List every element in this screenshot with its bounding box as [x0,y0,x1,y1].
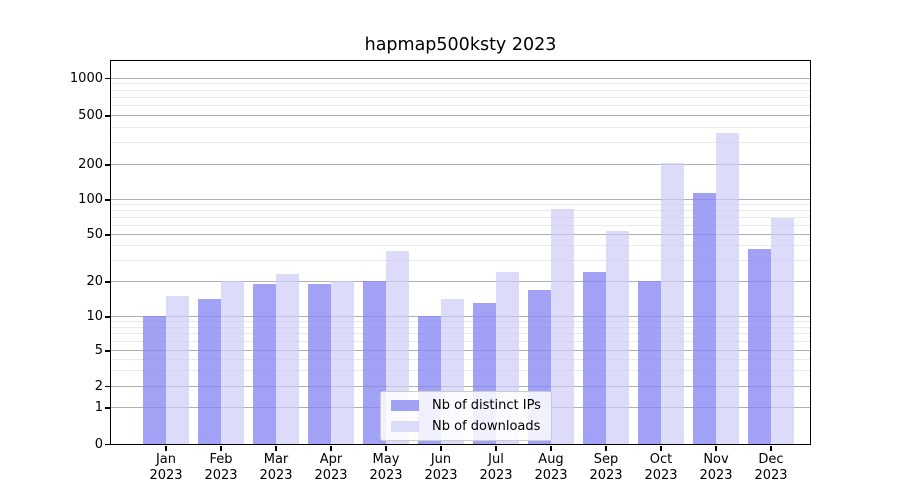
legend-swatch-distinct-ips-icon [391,400,419,411]
bar-downloads-dec [770,217,794,444]
gridline-minor [111,105,810,107]
x-tick-mark [440,446,442,451]
x-tick-label: Jul 2023 [479,451,513,484]
x-tick-label: Mar 2023 [259,451,293,484]
gridline-minor [111,224,810,226]
x-tick-mark [715,446,717,451]
y-tick-label: 5 [94,343,103,358]
x-tick-label: Dec 2023 [754,451,788,484]
legend-item-distinct-ips: Nb of distinct IPs [391,398,541,413]
y-tick-mark [105,164,110,166]
bar-downloads-jan [165,295,189,444]
y-tick-mark [105,443,110,446]
bar-downloads-mar [275,274,299,444]
x-tick-label: Feb 2023 [204,451,238,484]
bar-distinct-ips-dec [747,248,771,444]
bar-distinct-ips-nov [692,192,716,444]
y-tick-label: 50 [86,227,103,242]
plot-area [110,60,811,445]
y-tick-label: 500 [78,108,103,123]
gridline-minor [111,83,810,85]
y-tick-mark [105,407,110,409]
x-tick-label: Sep 2023 [589,451,623,484]
bar-distinct-ips-mar [252,284,276,444]
gridline-major [111,234,810,235]
y-tick-mark [105,316,110,318]
y-tick-mark [105,199,110,201]
y-tick-mark [105,350,110,352]
y-tick-mark [105,234,110,236]
bar-downloads-nov [715,133,739,444]
x-tick-mark [330,446,332,451]
x-tick-mark [385,446,387,451]
y-tick-label: 200 [78,157,103,172]
x-tick-mark [770,446,772,451]
legend-item-downloads: Nb of downloads [391,419,541,434]
y-tick-mark [105,77,110,80]
x-tick-label: Jan 2023 [149,451,183,484]
bar-downloads-feb [220,281,244,444]
gridline-minor [111,126,810,128]
gridline-major [111,77,810,79]
x-tick-label: May 2023 [369,451,403,484]
y-tick-mark [105,115,110,117]
bar-distinct-ips-oct [637,281,661,444]
x-tick-mark [220,446,222,451]
x-tick-label: Nov 2023 [699,451,733,484]
x-tick-label: Oct 2023 [644,451,678,484]
gridline-minor [111,204,810,206]
gridline-minor [111,210,810,212]
bar-downloads-oct [660,163,684,444]
x-tick-mark [660,446,662,451]
bar-downloads-sep [605,230,629,444]
x-tick-mark [275,446,277,451]
gridline-minor [111,96,810,98]
gridline-minor [111,142,810,144]
x-tick-mark [165,446,167,451]
x-tick-label: Jun 2023 [424,451,458,484]
gridline-major [111,164,810,165]
x-tick-mark [495,446,497,451]
bar-distinct-ips-sep [582,272,606,444]
bar-downloads-apr [330,281,354,444]
gridline-major [111,199,810,200]
legend-label-downloads: Nb of downloads [432,419,541,434]
chart-title: hapmap500ksty 2023 [364,35,557,55]
gridline-major [111,280,810,282]
bar-distinct-ips-may [362,281,386,444]
gridline-major [111,115,810,116]
legend-swatch-downloads-icon [391,421,419,432]
y-tick-label: 2 [94,378,103,394]
y-tick-label: 20 [86,273,103,289]
y-tick-mark [105,385,110,388]
y-tick-label: 1 [94,400,103,415]
gridline-minor [111,260,810,262]
x-tick-mark [550,446,552,451]
bar-distinct-ips-jan [142,316,166,444]
bar-downloads-aug [550,208,574,444]
x-tick-mark [605,446,607,451]
y-tick-mark [105,281,110,283]
gridline-minor [111,245,810,247]
legend: Nb of distinct IPs Nb of downloads [380,391,552,441]
y-tick-label: 1000 [69,70,103,86]
y-tick-label: 0 [94,436,103,452]
bar-distinct-ips-apr [307,284,331,444]
y-tick-label: 10 [86,308,103,324]
gridline-minor [111,89,810,91]
legend-label-distinct-ips: Nb of distinct IPs [432,398,541,413]
x-tick-label: Apr 2023 [314,451,348,484]
x-tick-label: Aug 2023 [534,451,568,484]
bar-distinct-ips-feb [197,299,221,444]
y-tick-label: 100 [78,192,103,207]
gridline-minor [111,217,810,219]
